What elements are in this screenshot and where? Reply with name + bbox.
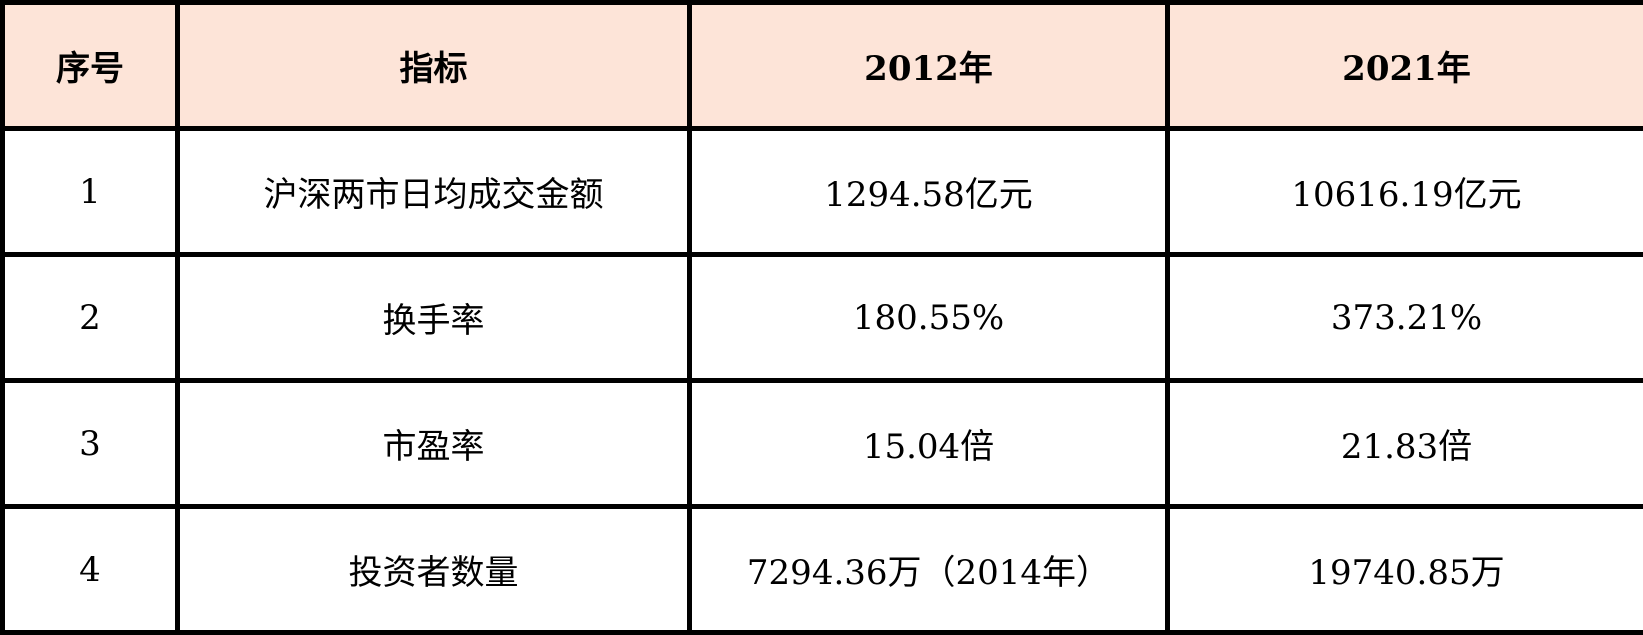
cell-2012: 180.55% [690,255,1168,381]
cell-indicator: 投资者数量 [178,507,690,633]
cell-2021: 19740.85万 [1168,507,1643,633]
cell-2021: 373.21% [1168,255,1643,381]
header-2021: 2021年 [1168,3,1643,129]
header-2012: 2012年 [690,3,1168,129]
cell-index: 1 [3,129,178,255]
cell-2012: 15.04倍 [690,381,1168,507]
cell-indicator: 市盈率 [178,381,690,507]
cell-2012: 1294.58亿元 [690,129,1168,255]
header-index: 序号 [3,3,178,129]
cell-2021: 21.83倍 [1168,381,1643,507]
cell-index: 4 [3,507,178,633]
table-row: 1 沪深两市日均成交金额 1294.58亿元 10616.19亿元 [3,129,1643,255]
header-row: 序号 指标 2012年 2021年 [3,3,1643,129]
cell-index: 3 [3,381,178,507]
header-indicator: 指标 [178,3,690,129]
table-row: 4 投资者数量 7294.36万（2014年） 19740.85万 [3,507,1643,633]
cell-indicator: 沪深两市日均成交金额 [178,129,690,255]
cell-indicator: 换手率 [178,255,690,381]
cell-index: 2 [3,255,178,381]
cell-2021: 10616.19亿元 [1168,129,1643,255]
cell-2012: 7294.36万（2014年） [690,507,1168,633]
table-row: 3 市盈率 15.04倍 21.83倍 [3,381,1643,507]
table-row: 2 换手率 180.55% 373.21% [3,255,1643,381]
